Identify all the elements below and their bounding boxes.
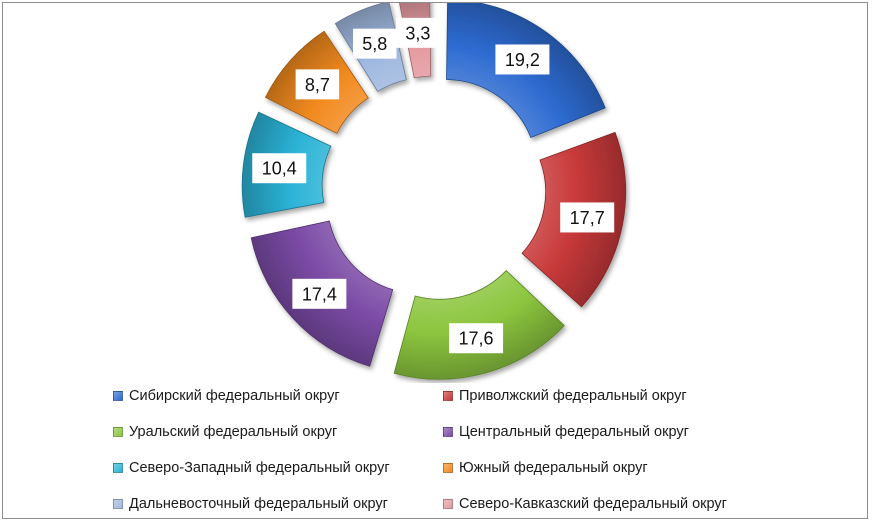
legend-swatch [443,463,453,473]
data-label-text: 17,4 [302,284,337,304]
legend-label: Северо-Кавказский федеральный округ [459,496,727,512]
data-label-text: 3,3 [405,23,430,43]
legend-label: Дальневосточный федеральный округ [129,496,388,512]
data-label-7: 5,8 [353,28,397,59]
data-label-text: 5,8 [362,34,387,54]
legend-item: Южный федеральный округ [443,457,648,479]
legend-item: Дальневосточный федеральный округ [113,493,388,515]
legend-label: Уральский федеральный округ [129,424,338,440]
legend-label: Приволжский федеральный округ [459,388,687,404]
data-label-text: 8,7 [305,75,330,95]
data-label-box [560,202,615,233]
data-label-text: 17,6 [459,329,494,349]
data-label-box [292,278,347,309]
legend-label: Сибирский федеральный округ [129,388,340,404]
legend-swatch [113,391,123,401]
data-label-box [449,323,504,354]
data-label-2: 17,7 [560,202,615,233]
legend-label: Центральный федеральный округ [459,424,689,440]
legend-swatch [443,427,453,437]
legend-item: Приволжский федеральный округ [443,385,687,407]
data-label-1: 19,2 [495,44,550,75]
legend-swatch [113,427,123,437]
data-label-box [353,28,397,59]
data-label-box [396,17,440,48]
legend-item: Северо-Кавказский федеральный округ [443,493,727,515]
data-label-8: 3,3 [396,17,440,48]
doughnut-chart: 19,2 17,7 17,6 17,4 10,4 8,7 5,8 3,3 [241,3,627,380]
legend-label: Южный федеральный округ [459,460,648,476]
legend-swatch [443,499,453,509]
data-label-3: 17,6 [449,323,504,354]
data-label-box [295,69,340,100]
data-label-box [252,153,307,184]
data-label-text: 10,4 [262,159,297,179]
data-label-text: 19,2 [505,50,540,70]
legend-item: Центральный федеральный округ [443,421,689,443]
legend-item: Уральский федеральный округ [113,421,337,443]
legend-label: Северо-Западный федеральный округ [129,460,390,476]
data-label-4: 17,4 [292,278,347,309]
data-label-box [495,44,550,75]
legend-item: Сибирский федеральный округ [113,385,340,407]
legend-swatch [443,391,453,401]
legend-swatch [113,499,123,509]
legend-swatch [113,463,123,473]
data-label-6: 8,7 [295,69,340,100]
data-label-5: 10,4 [252,153,307,184]
data-label-text: 17,7 [570,208,605,228]
legend-item: Северо-Западный федеральный округ [113,457,390,479]
